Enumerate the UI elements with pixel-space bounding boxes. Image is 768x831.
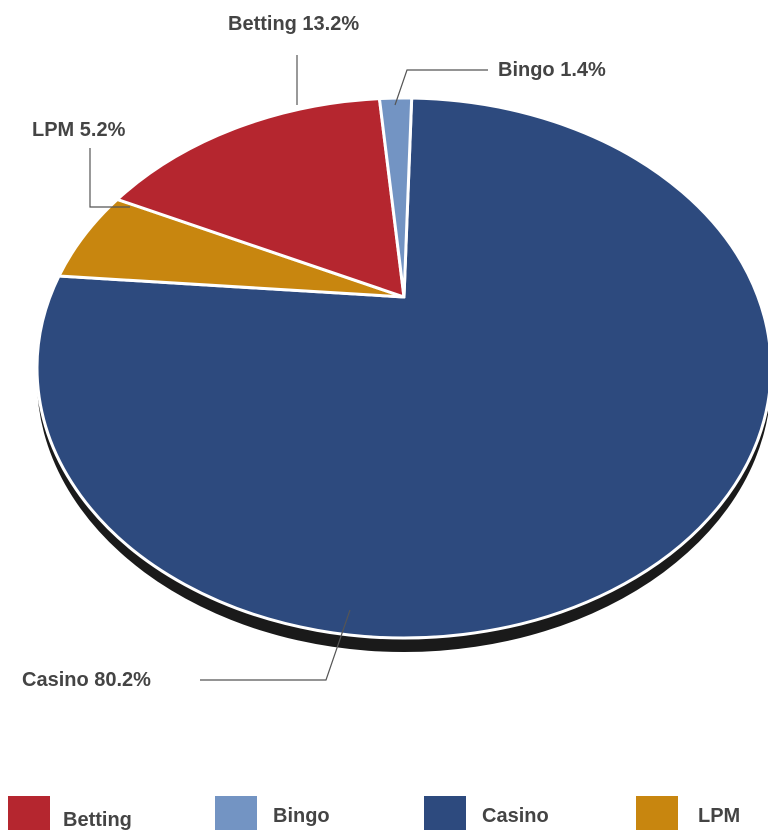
legend-label-bingo: Bingo	[273, 805, 330, 827]
legend-label-lpm: LPM	[698, 805, 740, 827]
pie-slice-betting	[115, 97, 406, 299]
data-label-bingo: Bingo 1.4%	[498, 59, 606, 81]
legend-label-betting: Betting	[63, 809, 132, 831]
legend-item-bingo: Bingo	[215, 796, 330, 830]
pie-slice-bingo	[377, 96, 414, 299]
legend: Betting Bingo Casino LPM	[8, 796, 740, 831]
data-label-betting: Betting 13.2%	[228, 13, 359, 35]
legend-swatch-lpm	[636, 796, 678, 830]
leader-line-casino	[200, 609, 351, 681]
data-label-lpm: LPM 5.2%	[32, 119, 126, 141]
legend-swatch-casino	[424, 796, 466, 830]
pie-slice-casino	[35, 96, 768, 640]
legend-swatch-betting	[8, 796, 50, 830]
legend-item-lpm: LPM	[636, 796, 740, 830]
legend-label-casino: Casino	[482, 805, 549, 827]
legend-swatch-bingo	[215, 796, 257, 830]
pie-slices	[35, 96, 768, 640]
leader-line-lpm	[89, 148, 130, 208]
legend-item-casino: Casino	[424, 796, 549, 830]
leader-line-bingo	[394, 69, 488, 106]
legend-item-betting: Betting	[8, 796, 132, 831]
data-label-casino: Casino 80.2%	[22, 669, 151, 691]
